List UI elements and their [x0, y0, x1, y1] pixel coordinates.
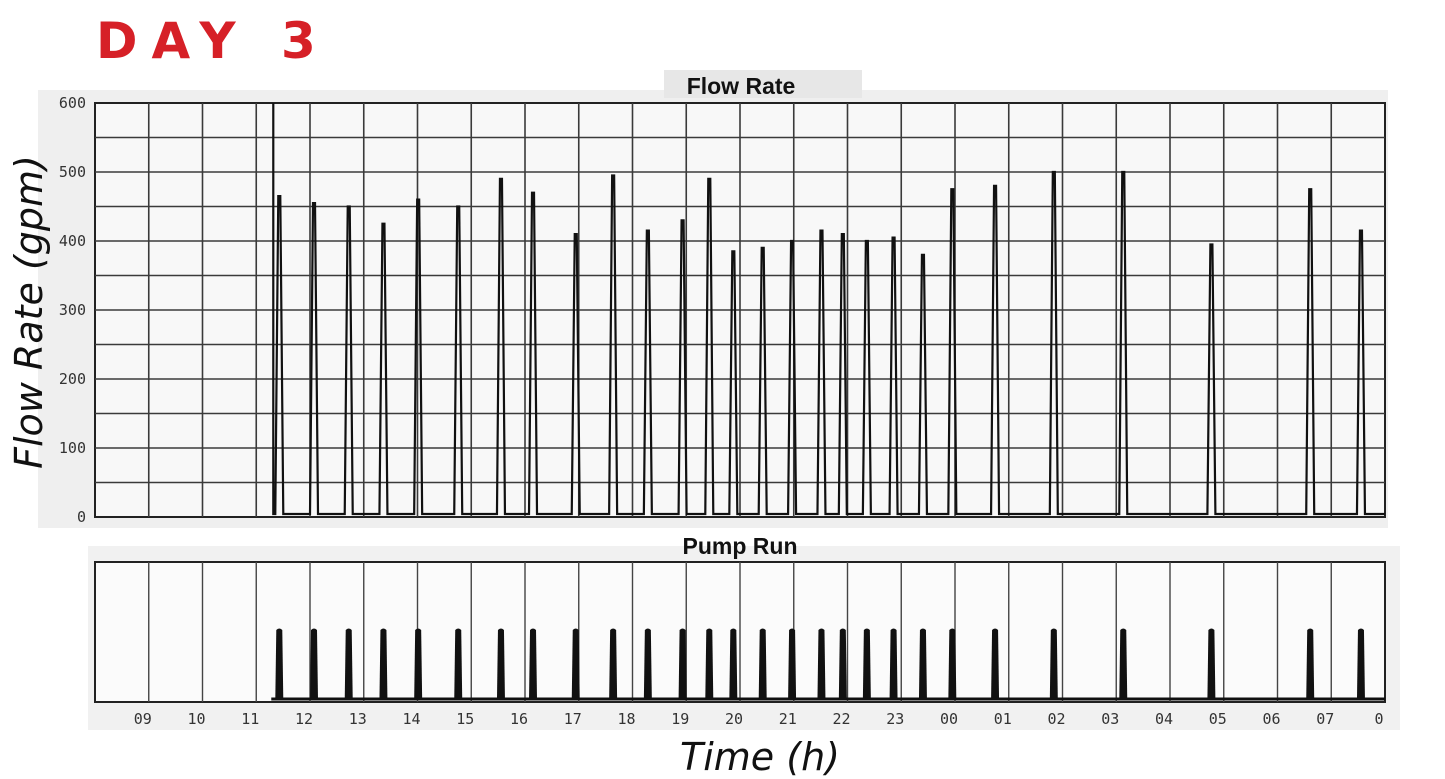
pump-x-ticks: 09 10 11 12 13 14 15 16 17 18 19 20 21 22 23 00 01 02 03 04… [134, 710, 1384, 728]
pump-run-bar [643, 628, 652, 700]
flow-title-box [664, 70, 862, 98]
pump-x-tick-label: 22 [832, 710, 850, 728]
pump-run-bar [889, 628, 898, 700]
pump-x-tick-label: 07 [1316, 710, 1334, 728]
pump-run-bar [838, 628, 847, 700]
x-axis-label: Time (h) [680, 735, 840, 779]
pump-run-bar [758, 628, 767, 700]
flow-rate-title: Flow Rate [687, 73, 796, 99]
pump-x-tick-label: 17 [564, 710, 582, 728]
flow-rate-trace [272, 103, 1385, 516]
pump-x-tick-label: 11 [241, 710, 259, 728]
flow-y-tick-label: 100 [59, 439, 86, 457]
pump-x-tick-label: 23 [886, 710, 904, 728]
pump-run-bar [379, 628, 388, 700]
pump-run-bar [678, 628, 687, 700]
pump-run-bar [1119, 628, 1128, 700]
pump-run-bar [609, 628, 618, 700]
pump-x-tick-label: 00 [940, 710, 958, 728]
flow-gridlines [95, 103, 1385, 517]
pump-run-panel: Pump Run 09 10 11 12 13 14 15 16 17 18 19 20 21 22 23 0… [88, 533, 1400, 779]
pump-run-bar [310, 628, 319, 700]
pump-x-tick-label: 21 [779, 710, 797, 728]
pump-x-tick-label: 18 [617, 710, 635, 728]
pump-x-tick-label: 04 [1155, 710, 1173, 728]
pump-x-tick-label: 15 [456, 710, 474, 728]
pump-run-bar [571, 628, 580, 700]
pump-run-bar [788, 628, 797, 700]
pump-run-bar [729, 628, 738, 700]
pump-run-bars [275, 628, 1365, 700]
flow-rate-panel: Flow Rate 0 100 200 300 400 500 600 Flow Rate … [7, 70, 1388, 528]
pump-x-tick-label: 19 [671, 710, 689, 728]
flow-y-tick-label: 0 [77, 508, 86, 526]
flow-y-tick-label: 500 [59, 163, 86, 181]
pump-run-bar [454, 628, 463, 700]
pump-run-bar [529, 628, 538, 700]
pump-run-bar [918, 628, 927, 700]
pump-run-bar [948, 628, 957, 700]
pump-run-bar [991, 628, 1000, 700]
pump-x-tick-label: 01 [994, 710, 1012, 728]
pump-x-tick-label: 02 [1047, 710, 1065, 728]
pump-run-bar [1306, 628, 1315, 700]
pump-run-bar [1049, 628, 1058, 700]
day-title: DAY 3 [96, 12, 330, 70]
flow-y-tick-label: 300 [59, 301, 86, 319]
pump-run-title: Pump Run [683, 533, 798, 559]
pump-x-tick-label: 16 [510, 710, 528, 728]
flow-y-ticks: 0 100 200 300 400 500 600 [59, 94, 86, 526]
pump-x-tick-label: 0 [1374, 710, 1383, 728]
pump-run-bar [817, 628, 826, 700]
pump-run-bar [414, 628, 423, 700]
flow-y-tick-label: 200 [59, 370, 86, 388]
pump-run-bar [275, 628, 284, 700]
pump-run-bar [1356, 628, 1365, 700]
pump-x-tick-label: 03 [1101, 710, 1119, 728]
pump-x-tick-label: 10 [187, 710, 205, 728]
flow-y-tick-label: 600 [59, 94, 86, 112]
pump-x-tick-label: 13 [349, 710, 367, 728]
flow-y-tick-label: 400 [59, 232, 86, 250]
pump-run-bar [705, 628, 714, 700]
pump-x-tick-label: 09 [134, 710, 152, 728]
pump-x-tick-label: 05 [1209, 710, 1227, 728]
pump-x-tick-label: 12 [295, 710, 313, 728]
pump-x-tick-label: 20 [725, 710, 743, 728]
pump-run-bar [344, 628, 353, 700]
pump-x-tick-label: 14 [402, 710, 420, 728]
pump-x-tick-label: 06 [1262, 710, 1280, 728]
pump-run-bar [496, 628, 505, 700]
flow-y-axis-label: Flow Rate (gpm) [7, 155, 51, 469]
pump-run-bar [862, 628, 871, 700]
pump-run-bar [1207, 628, 1216, 700]
